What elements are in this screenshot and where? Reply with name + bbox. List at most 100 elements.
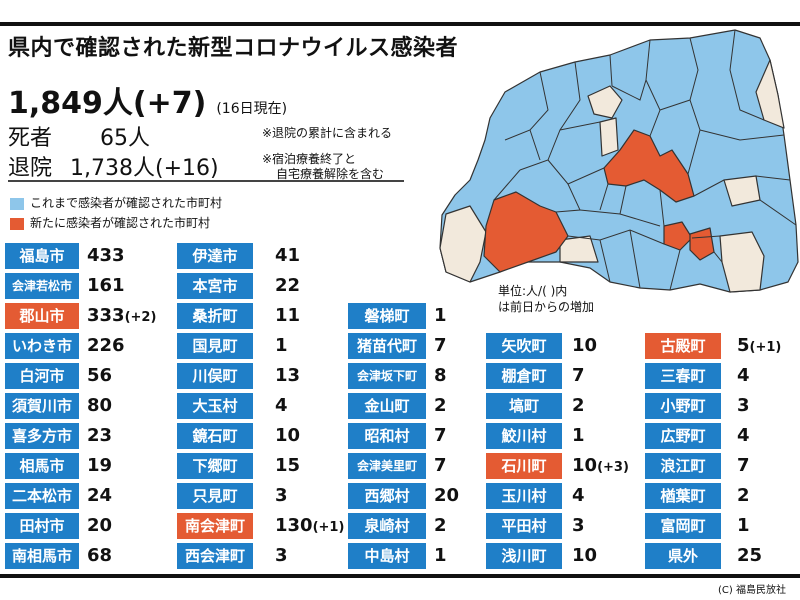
case-count-value: 1 <box>434 545 447 566</box>
municipality-name: 郡山市 <box>5 303 79 329</box>
case-count-value: 68 <box>87 545 113 566</box>
municipality-name: 泉崎村 <box>348 513 426 539</box>
recovered-label: 退院 <box>8 156 53 181</box>
case-count-value: 19 <box>87 455 113 476</box>
map-region-koriyama <box>603 129 695 203</box>
municipality-name: 塙町 <box>486 393 562 419</box>
case-count-value: 333 <box>87 305 125 326</box>
case-count: 11 <box>275 303 300 329</box>
case-count-value: 1 <box>737 515 750 536</box>
municipality-name: 鮫川村 <box>486 423 562 449</box>
legend-new: 新たに感染者が確認された市町村 <box>10 214 210 231</box>
case-count: 2 <box>737 483 750 509</box>
deaths-label: 死者 <box>8 126 53 151</box>
case-count-value: 10 <box>275 425 301 446</box>
municipality-name: 西会津町 <box>177 543 253 569</box>
case-count: 4 <box>572 483 585 509</box>
case-count: 3 <box>275 543 288 569</box>
case-count-value: 7 <box>434 335 447 356</box>
deaths-value: 65人 <box>100 126 150 151</box>
case-count-value: 433 <box>87 245 125 266</box>
case-count: 24 <box>87 483 112 509</box>
case-count: 3 <box>572 513 585 539</box>
case-count: 56 <box>87 363 112 389</box>
case-count: 4 <box>275 393 288 419</box>
municipality-name: 須賀川市 <box>5 393 79 419</box>
case-increase: (+3) <box>597 460 629 475</box>
case-count-value: 5 <box>737 335 750 356</box>
municipality-name: 会津坂下町 <box>348 363 426 389</box>
unit-note-line-1: 単位:人/( )内 <box>498 284 568 298</box>
case-count: 161 <box>87 273 125 299</box>
case-count: 10(+3) <box>572 453 629 479</box>
municipality-name: 楢葉町 <box>645 483 721 509</box>
case-count: 13 <box>275 363 300 389</box>
unit-note: 単位:人/( )内 は前日からの増加 <box>498 283 594 315</box>
municipality-name: 伊達市 <box>177 243 253 269</box>
case-count-value: 10 <box>572 545 598 566</box>
municipality-name: 相馬市 <box>5 453 79 479</box>
case-count: 1 <box>737 513 750 539</box>
municipality-name: 南会津町 <box>177 513 253 539</box>
municipality-name: 会津美里町 <box>348 453 426 479</box>
case-count-value: 7 <box>572 365 585 386</box>
copyright: (C) 福島民放社 <box>718 585 786 596</box>
note-recovered-2: 自宅療養解除を含む <box>276 167 385 181</box>
legend-existing-label: これまで感染者が確認された市町村 <box>30 196 223 210</box>
case-count-value: 20 <box>434 485 460 506</box>
municipality-name: 古殿町 <box>645 333 721 359</box>
deaths-row: 死者 65人 <box>8 120 150 152</box>
municipality-name: 只見町 <box>177 483 253 509</box>
municipality-name: 中島村 <box>348 543 426 569</box>
municipality-name: 石川町 <box>486 453 562 479</box>
case-count-value: 7 <box>737 455 750 476</box>
municipality-name: 浅川町 <box>486 543 562 569</box>
municipality-name: 白河市 <box>5 363 79 389</box>
recovered-value: 1,738人(+16) <box>70 156 219 181</box>
total-count: 1,849人(+7) <box>8 86 207 121</box>
note-deaths: ※退院の累計に含まれる <box>262 126 393 140</box>
case-count-value: 23 <box>87 425 113 446</box>
municipality-name: いわき市 <box>5 333 79 359</box>
municipality-name: 浪江町 <box>645 453 721 479</box>
municipality-name: 広野町 <box>645 423 721 449</box>
case-count-value: 15 <box>275 455 301 476</box>
municipality-name: 大玉村 <box>177 393 253 419</box>
case-count: 1 <box>275 333 288 359</box>
case-count-value: 4 <box>275 395 288 416</box>
case-count-value: 226 <box>87 335 125 356</box>
case-count: 7 <box>434 333 447 359</box>
case-increase: (+1) <box>312 520 345 535</box>
case-count-value: 13 <box>275 365 301 386</box>
municipality-name: 金山町 <box>348 393 426 419</box>
case-count-value: 4 <box>572 485 585 506</box>
case-count-value: 11 <box>275 305 301 326</box>
case-count: 7 <box>572 363 585 389</box>
case-count-value: 8 <box>434 365 447 386</box>
municipality-name: 玉川村 <box>486 483 562 509</box>
note-recovered-1: ※宿泊療養終了と <box>262 152 357 166</box>
legend-existing: これまで感染者が確認された市町村 <box>10 194 222 211</box>
case-count: 433 <box>87 243 125 269</box>
case-count: 10 <box>572 543 597 569</box>
case-count-value: 10 <box>572 455 598 476</box>
case-count: 2 <box>434 513 447 539</box>
case-count-value: 2 <box>434 515 447 536</box>
case-count-value: 41 <box>275 245 301 266</box>
municipality-name: 本宮市 <box>177 273 253 299</box>
case-count-value: 2 <box>434 395 447 416</box>
case-count: 15 <box>275 453 300 479</box>
municipality-name: 鏡石町 <box>177 423 253 449</box>
case-count: 68 <box>87 543 112 569</box>
case-count-value: 3 <box>275 545 288 566</box>
case-count: 41 <box>275 243 300 269</box>
municipality-name: 県外 <box>645 543 721 569</box>
case-count: 20 <box>434 483 459 509</box>
municipality-name: 福島市 <box>5 243 79 269</box>
municipality-name: 南相馬市 <box>5 543 79 569</box>
case-count: 80 <box>87 393 112 419</box>
case-count-value: 7 <box>434 455 447 476</box>
municipality-name: 田村市 <box>5 513 79 539</box>
case-count-value: 1 <box>434 305 447 326</box>
